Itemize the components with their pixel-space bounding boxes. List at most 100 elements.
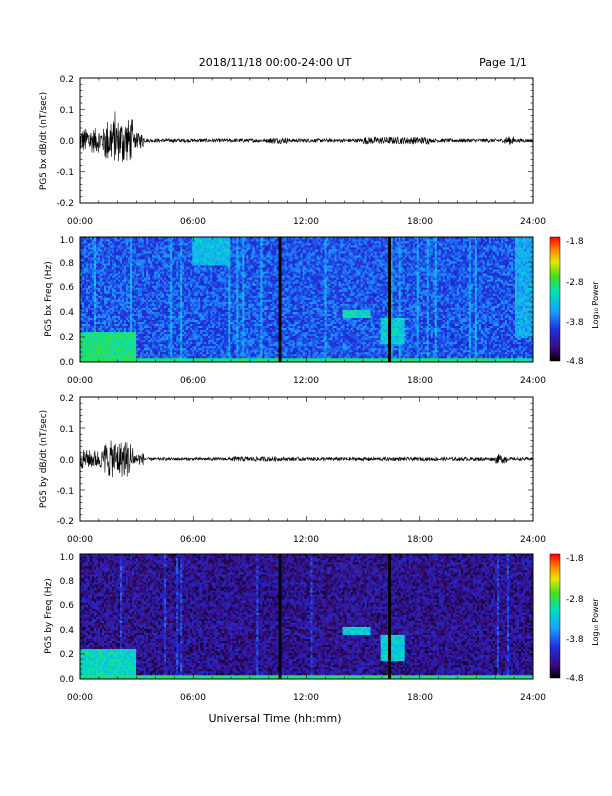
spectrogram-cell <box>236 330 238 332</box>
spectrogram-cell <box>116 297 118 299</box>
spectrogram-cell <box>150 304 152 306</box>
spectrogram-cell <box>128 251 130 253</box>
spectrogram-cell <box>170 283 172 285</box>
spectrogram-cell <box>136 354 138 356</box>
spectrogram-cell <box>82 334 84 336</box>
spectrogram-cell <box>208 295 210 297</box>
spectrogram-cell <box>176 314 178 316</box>
spectrogram-cell <box>206 334 208 336</box>
spectrogram-cell <box>106 304 108 306</box>
spectrogram-cell <box>132 287 134 289</box>
spectrogram-cell <box>192 330 194 332</box>
spectrogram-cell <box>84 249 86 251</box>
spectrogram-cell <box>136 322 138 324</box>
spectrogram-cell <box>136 287 138 289</box>
spectrogram-cell <box>216 348 218 350</box>
spectrogram-cell <box>114 267 116 269</box>
spectrogram-cell <box>132 350 134 352</box>
spectrogram-cell <box>84 314 86 316</box>
spectrogram-cell <box>190 293 192 295</box>
spectrogram-cell <box>194 245 196 247</box>
spectrogram-cell <box>86 306 88 308</box>
spectrogram-cell <box>88 330 90 332</box>
spectrogram-cell <box>186 308 188 310</box>
spectrogram-cell <box>106 273 108 275</box>
spectrogram-cell <box>102 257 104 259</box>
spectrogram-cell <box>92 332 94 334</box>
spectrogram-cell <box>154 265 156 267</box>
spectrogram-cell <box>234 314 236 316</box>
spectrogram-cell <box>112 354 114 356</box>
spectrogram-cell <box>176 273 178 275</box>
spectrogram-cell <box>204 354 206 356</box>
spectrogram-cell <box>126 342 128 344</box>
spectrogram-cell <box>146 261 148 263</box>
spectrogram-cell <box>108 277 110 279</box>
spectrogram-cell <box>156 322 158 324</box>
spectrogram-cell <box>118 348 120 350</box>
spectrogram-cell <box>114 322 116 324</box>
spectrogram-cell <box>210 249 212 251</box>
spectrogram-cell <box>198 257 200 259</box>
spectrogram-cell <box>218 257 220 259</box>
spectrogram-cell <box>202 320 204 322</box>
spectrogram-cell <box>144 358 146 360</box>
spectrogram-cell <box>140 354 142 356</box>
spectrogram-cell <box>134 316 136 318</box>
spectrogram-cell <box>112 243 114 245</box>
spectrogram-cell <box>236 352 238 354</box>
spectrogram-cell <box>234 287 236 289</box>
spectrogram-cell <box>208 334 210 336</box>
spectrogram-cell <box>160 344 162 346</box>
spectrogram-cell <box>104 253 106 255</box>
spectrogram-cell <box>178 336 180 338</box>
spectrogram-cell <box>160 263 162 265</box>
spectrogram-cell <box>132 330 134 332</box>
spectrogram-cell <box>94 312 96 314</box>
spectrogram-cell <box>96 350 98 352</box>
spectrogram-cell <box>92 265 94 267</box>
spectrogram-cell <box>184 342 186 344</box>
spectrogram-cell <box>108 352 110 354</box>
spectrogram-cell <box>196 281 198 283</box>
spectrogram-cell <box>156 293 158 295</box>
spectrogram-cell <box>136 316 138 318</box>
spectrogram-cell <box>164 241 166 243</box>
spectrogram-cell <box>100 263 102 265</box>
spectrogram-cell <box>84 326 86 328</box>
spectrogram-cell <box>90 316 92 318</box>
spectrogram-cell <box>168 332 170 334</box>
spectrogram-cell <box>214 322 216 324</box>
spectrogram-cell <box>134 322 136 324</box>
spectrogram-cell <box>228 275 230 277</box>
spectrogram-cell <box>192 306 194 308</box>
spectrogram-cell <box>184 295 186 297</box>
spectrogram-cell <box>170 243 172 245</box>
spectrogram-cell <box>180 251 182 253</box>
spectrogram-cell <box>194 348 196 350</box>
spectrogram-cell <box>174 326 176 328</box>
spectrogram-cell <box>128 285 130 287</box>
spectrogram-cell <box>122 271 124 273</box>
spectrogram-cell <box>212 269 214 271</box>
spectrogram-cell <box>122 245 124 247</box>
spectrogram-cell <box>206 354 208 356</box>
spectrogram-cell <box>190 259 192 261</box>
spectrogram-cell <box>118 330 120 332</box>
spectrogram-cell <box>82 289 84 291</box>
spectrogram-cell <box>194 334 196 336</box>
spectrogram-cell <box>206 322 208 324</box>
spectrogram-cell <box>226 306 228 308</box>
spectrogram-cell <box>188 342 190 344</box>
spectrogram-cell <box>222 312 224 314</box>
spectrogram-cell <box>182 253 184 255</box>
spectrogram-cell <box>196 273 198 275</box>
spectrogram-cell <box>210 253 212 255</box>
spectrogram-cell <box>206 259 208 261</box>
spectrogram-cell <box>132 356 134 358</box>
spectrogram-cell <box>152 267 154 269</box>
spectrogram-cell <box>236 271 238 273</box>
spectrogram-cell <box>138 273 140 275</box>
spectrogram-cell <box>202 316 204 318</box>
spectrogram-cell <box>110 314 112 316</box>
